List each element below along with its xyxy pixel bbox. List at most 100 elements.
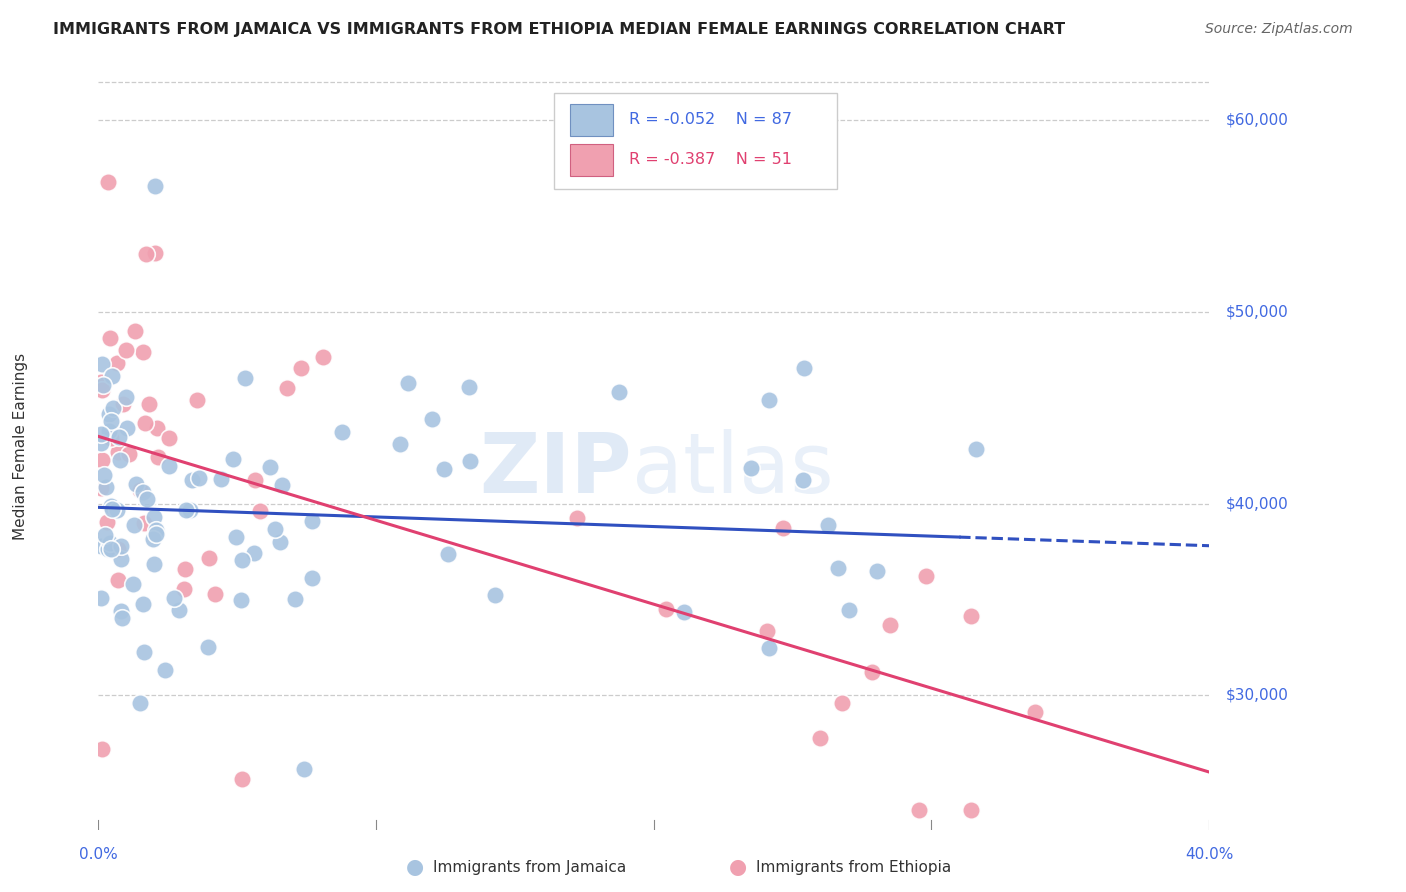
- Point: [484, 588, 506, 602]
- Point: [110, 604, 132, 618]
- Point: [204, 587, 226, 601]
- Point: [915, 569, 938, 583]
- Point: [100, 431, 122, 445]
- Point: [209, 472, 232, 486]
- Point: [792, 473, 814, 487]
- Point: [396, 376, 419, 391]
- Text: R = -0.052    N = 87: R = -0.052 N = 87: [630, 112, 793, 128]
- Point: [145, 527, 167, 541]
- Point: [860, 665, 883, 679]
- Point: [146, 450, 169, 464]
- Point: [96, 480, 118, 494]
- Point: [817, 518, 839, 533]
- Point: [129, 483, 152, 498]
- Point: [259, 460, 281, 475]
- Point: [143, 178, 166, 193]
- Point: [879, 618, 901, 632]
- Point: [111, 397, 134, 411]
- Point: [90, 436, 112, 450]
- Point: [142, 532, 165, 546]
- Point: [135, 247, 157, 261]
- Point: [225, 530, 247, 544]
- Point: [90, 376, 112, 390]
- Point: [292, 762, 315, 776]
- Point: [458, 380, 481, 394]
- Point: [98, 536, 121, 550]
- Point: [90, 482, 112, 496]
- Point: [959, 609, 981, 624]
- Point: [162, 591, 184, 606]
- Point: [90, 384, 112, 398]
- Text: Immigrants from Jamaica: Immigrants from Jamaica: [433, 860, 626, 874]
- Point: [167, 602, 190, 616]
- Point: [131, 485, 153, 500]
- Point: [110, 539, 132, 553]
- Point: [389, 436, 412, 450]
- Point: [90, 591, 112, 605]
- Point: [117, 447, 139, 461]
- Point: [758, 640, 780, 655]
- Point: [91, 357, 114, 371]
- Point: [284, 591, 307, 606]
- Point: [174, 502, 197, 516]
- Point: [460, 453, 482, 467]
- Point: [907, 804, 929, 818]
- Text: 40.0%: 40.0%: [1185, 847, 1233, 862]
- Point: [90, 539, 112, 553]
- Point: [301, 514, 323, 528]
- Point: [105, 503, 128, 517]
- Point: [831, 696, 853, 710]
- Point: [122, 577, 145, 591]
- Point: [100, 501, 122, 516]
- Point: [108, 430, 131, 444]
- Point: [793, 361, 815, 376]
- Point: [90, 426, 112, 441]
- Point: [115, 390, 138, 404]
- Point: [111, 611, 134, 625]
- Point: [93, 467, 115, 482]
- Point: [181, 474, 204, 488]
- Point: [264, 522, 287, 536]
- Point: [124, 324, 146, 338]
- Point: [330, 425, 353, 439]
- Point: [100, 499, 122, 513]
- Text: $60,000: $60,000: [1226, 112, 1289, 128]
- Point: [269, 534, 291, 549]
- Point: [312, 351, 335, 365]
- Point: [101, 401, 124, 415]
- Point: [197, 640, 219, 655]
- Point: [959, 804, 981, 818]
- Point: [179, 503, 201, 517]
- Point: [965, 442, 987, 457]
- Text: ●: ●: [730, 857, 747, 877]
- Point: [866, 565, 889, 579]
- Text: atlas: atlas: [631, 428, 834, 509]
- Text: ZIP: ZIP: [479, 428, 631, 509]
- Point: [105, 356, 128, 370]
- Text: Median Female Earnings: Median Female Earnings: [13, 352, 28, 540]
- Point: [758, 392, 780, 407]
- Text: R = -0.387    N = 51: R = -0.387 N = 51: [630, 153, 793, 168]
- Point: [122, 517, 145, 532]
- Point: [173, 582, 195, 596]
- Point: [249, 504, 271, 518]
- Point: [97, 408, 120, 422]
- Point: [276, 381, 298, 395]
- Text: IMMIGRANTS FROM JAMAICA VS IMMIGRANTS FROM ETHIOPIA MEDIAN FEMALE EARNINGS CORRE: IMMIGRANTS FROM JAMAICA VS IMMIGRANTS FR…: [53, 22, 1066, 37]
- Point: [107, 445, 129, 459]
- Point: [243, 473, 266, 487]
- Point: [98, 331, 121, 345]
- Text: $50,000: $50,000: [1226, 304, 1288, 319]
- Point: [90, 453, 112, 467]
- Point: [132, 344, 155, 359]
- Text: Immigrants from Ethiopia: Immigrants from Ethiopia: [756, 860, 952, 874]
- Point: [655, 601, 678, 615]
- Point: [97, 425, 120, 439]
- Point: [132, 597, 155, 611]
- Point: [107, 541, 129, 556]
- Point: [100, 542, 122, 557]
- Point: [96, 515, 118, 529]
- Point: [740, 460, 762, 475]
- Point: [827, 561, 849, 575]
- Point: [420, 412, 443, 426]
